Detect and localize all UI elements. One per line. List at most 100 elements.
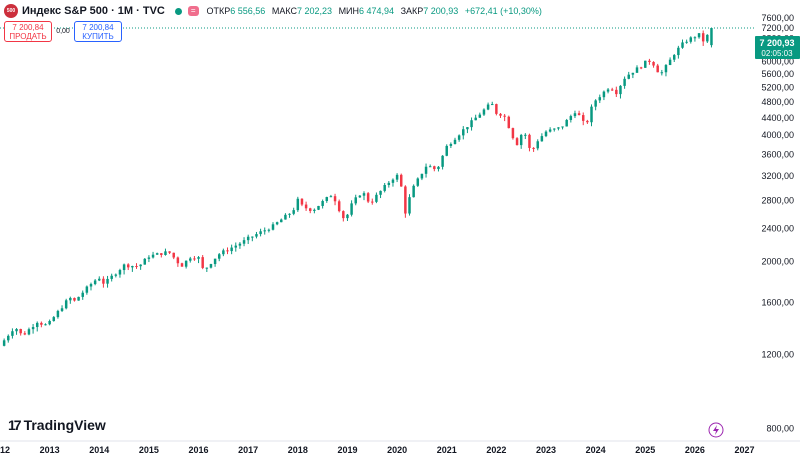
candle[interactable] <box>627 71 630 80</box>
candle[interactable] <box>383 183 386 193</box>
candle[interactable] <box>56 309 60 319</box>
candle[interactable] <box>176 256 180 267</box>
candle[interactable] <box>23 331 27 336</box>
candle[interactable] <box>267 228 271 233</box>
candle[interactable] <box>656 63 659 73</box>
candle[interactable] <box>304 201 308 211</box>
tradingview-logo[interactable]: 17 TradingView <box>8 417 106 433</box>
candle[interactable] <box>466 127 469 134</box>
candle[interactable] <box>15 328 18 335</box>
candle[interactable] <box>271 222 275 231</box>
candle[interactable] <box>615 86 618 97</box>
candle[interactable] <box>577 110 581 116</box>
candle[interactable] <box>259 228 262 237</box>
candle[interactable] <box>337 199 341 213</box>
candle[interactable] <box>325 196 329 203</box>
candle[interactable] <box>317 205 320 211</box>
candle[interactable] <box>300 198 304 207</box>
candle[interactable] <box>193 255 196 261</box>
candle[interactable] <box>495 103 498 116</box>
candle[interactable] <box>689 36 693 44</box>
candle[interactable] <box>168 251 171 255</box>
candle[interactable] <box>648 58 651 65</box>
candle[interactable] <box>482 108 486 116</box>
candle[interactable] <box>590 104 593 127</box>
candle[interactable] <box>561 126 564 130</box>
lightning-icon[interactable] <box>708 422 724 438</box>
candle[interactable] <box>652 61 655 68</box>
candle[interactable] <box>499 113 502 118</box>
candle[interactable] <box>449 142 453 149</box>
candle[interactable] <box>40 321 43 328</box>
candle[interactable] <box>470 117 473 131</box>
candle[interactable] <box>342 210 345 222</box>
candle[interactable] <box>230 244 233 255</box>
compare-badge[interactable]: = <box>187 6 199 16</box>
sell-button[interactable]: 7 200,84 ПРОДАТЬ <box>4 21 52 42</box>
candle[interactable] <box>93 279 97 286</box>
candle[interactable] <box>48 319 51 326</box>
candle[interactable] <box>172 252 175 260</box>
candle[interactable] <box>548 127 552 133</box>
candle[interactable] <box>437 166 440 172</box>
candle[interactable] <box>308 207 312 214</box>
candle[interactable] <box>668 57 672 66</box>
candle[interactable] <box>685 39 688 44</box>
candle[interactable] <box>31 323 35 334</box>
candle[interactable] <box>184 260 188 269</box>
candle[interactable] <box>416 177 420 187</box>
candle[interactable] <box>557 127 560 131</box>
candle[interactable] <box>209 263 213 269</box>
candle[interactable] <box>35 321 39 332</box>
candle[interactable] <box>536 139 539 151</box>
candle[interactable] <box>420 173 424 181</box>
candle[interactable] <box>681 39 684 49</box>
candle[interactable] <box>292 207 295 216</box>
candle[interactable] <box>424 163 428 178</box>
candle[interactable] <box>503 113 506 122</box>
candle[interactable] <box>462 126 465 140</box>
candle[interactable] <box>594 99 597 111</box>
candle[interactable] <box>81 290 84 300</box>
candle[interactable] <box>251 236 254 242</box>
candle[interactable] <box>540 133 544 142</box>
candle[interactable] <box>610 87 614 91</box>
candle[interactable] <box>706 34 709 43</box>
candle[interactable] <box>565 118 568 127</box>
candle[interactable] <box>126 263 130 271</box>
candle[interactable] <box>147 255 151 263</box>
candle[interactable] <box>602 90 606 101</box>
candle[interactable] <box>11 328 14 339</box>
candle[interactable] <box>428 164 432 168</box>
candle[interactable] <box>180 262 184 267</box>
candle[interactable] <box>366 192 370 204</box>
candle[interactable] <box>453 137 457 145</box>
candle[interactable] <box>639 66 643 70</box>
candle[interactable] <box>85 285 89 295</box>
candle[interactable] <box>217 252 221 262</box>
candle[interactable] <box>7 334 10 343</box>
candle[interactable] <box>122 263 126 275</box>
candle[interactable] <box>581 112 585 126</box>
candle[interactable] <box>27 327 31 336</box>
candle[interactable] <box>710 28 713 48</box>
candle[interactable] <box>358 194 362 198</box>
candle[interactable] <box>677 45 680 59</box>
candle[interactable] <box>89 282 93 291</box>
candle[interactable] <box>151 251 155 259</box>
candle[interactable] <box>205 267 209 272</box>
candle[interactable] <box>321 199 324 209</box>
candle[interactable] <box>404 185 407 218</box>
candle[interactable] <box>280 218 283 223</box>
candle[interactable] <box>350 200 353 217</box>
candle[interactable] <box>507 115 511 129</box>
candle[interactable] <box>664 64 668 77</box>
candle[interactable] <box>64 298 68 310</box>
candle[interactable] <box>313 208 316 214</box>
candle[interactable] <box>197 256 200 264</box>
candle[interactable] <box>511 127 515 140</box>
candle[interactable] <box>395 173 399 183</box>
candle[interactable] <box>255 231 258 239</box>
candle[interactable] <box>519 133 523 149</box>
